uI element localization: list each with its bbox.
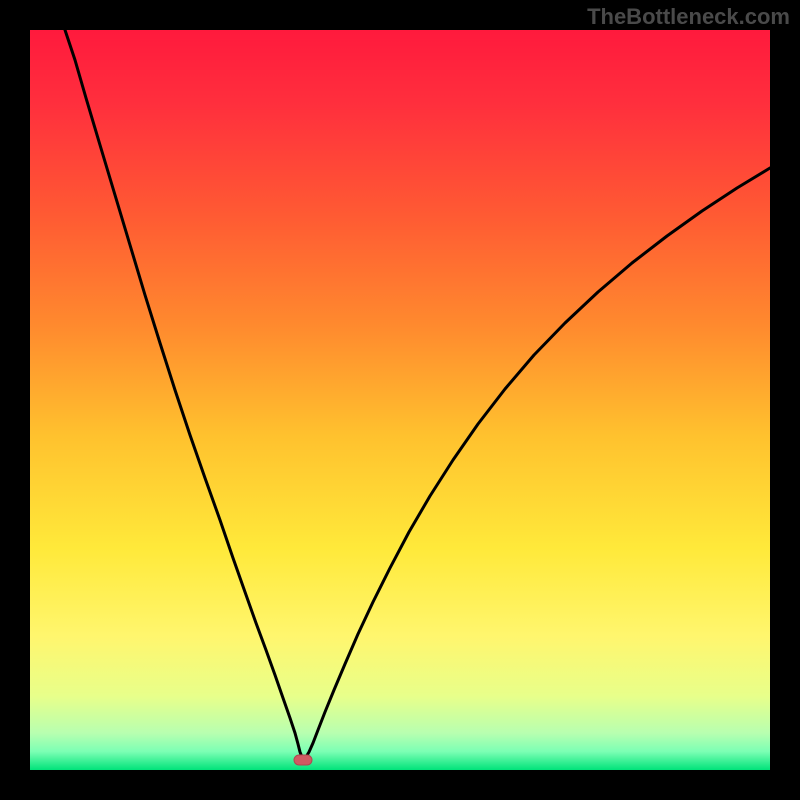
optimal-point-marker	[294, 755, 312, 765]
curve-layer	[0, 0, 800, 800]
watermark-text: TheBottleneck.com	[587, 4, 790, 30]
bottleneck-curve	[65, 30, 770, 758]
chart-frame: TheBottleneck.com	[0, 0, 800, 800]
